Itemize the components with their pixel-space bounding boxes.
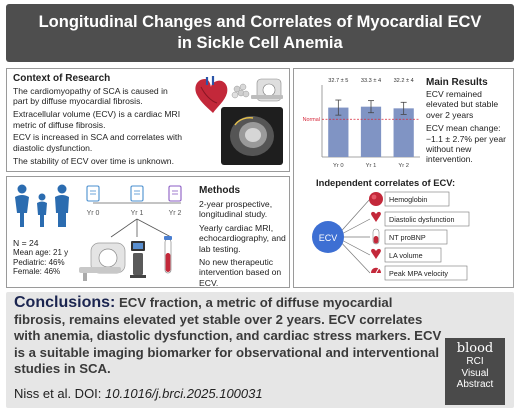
- la-volume-icon: [371, 248, 381, 259]
- citation: Niss et al. DOI: 10.1016/j.brci.2025.100…: [14, 386, 263, 401]
- data-label: 32.7 ± 5: [328, 78, 348, 84]
- echocardiography-machine-icon: [130, 241, 146, 278]
- mri-scanner-icon: [79, 242, 126, 281]
- conclusions-label: Conclusions:: [14, 294, 116, 311]
- correlate-box: [384, 229, 448, 245]
- results-list: ECV remained elevated but stable over 2 …: [426, 89, 512, 168]
- conclusions-text: ECV fraction, a metric of diffuse myocar…: [14, 295, 442, 377]
- data-label: 33.3 ± 4: [361, 78, 381, 84]
- brand-line: Abstract: [456, 379, 494, 390]
- conclusions-text-block: Conclusions: ECV fraction, a metric of d…: [14, 294, 444, 378]
- stat-female: Female: 46%: [13, 267, 61, 277]
- cohort-stats: N = 24 Mean age: 21 y Pediatric: 46% Fem…: [13, 238, 73, 277]
- correlates-diagram: ECV Hemoglobin Diastolic dysfunction NT …: [312, 191, 470, 281]
- timeline-label: Yr 2: [169, 210, 182, 217]
- stat-n: N = 24: [13, 238, 39, 248]
- correlate-label: Peak MPA velocity: [389, 269, 448, 278]
- hemoglobin-icon: [369, 192, 383, 206]
- study-timeline: Yr 0 Yr 1 Yr 2: [79, 185, 182, 281]
- ecv-node: [312, 221, 344, 253]
- heart-icon: [195, 76, 228, 113]
- correlate-label: Hemoglobin: [389, 195, 427, 204]
- brand-line: Visual: [461, 367, 489, 379]
- cell-cluster-icon: [231, 83, 250, 99]
- cardiac-mri-image: [221, 107, 283, 165]
- methods-panel: Methods 2-year prospective, longitudinal…: [6, 176, 290, 288]
- heart-imaging-illustration: [195, 76, 283, 165]
- context-item: ECV is increased in SCA and correlates w…: [13, 132, 183, 153]
- x-tick-label: Yr 1: [366, 163, 377, 169]
- x-tick-label: Yr 2: [398, 163, 409, 169]
- correlates-heading: Independent correlates of ECV:: [316, 177, 456, 188]
- context-heading: Context of Research: [13, 73, 111, 84]
- citation-doi: 10.1016/j.brci.2025.100031: [105, 386, 263, 401]
- lab-tube-icon: [164, 236, 172, 274]
- methods-heading: Methods: [199, 185, 241, 196]
- clipboard-icon: [86, 185, 100, 202]
- results-item: ECV mean change: −1.1 ± 2.7% per year wi…: [426, 123, 506, 165]
- data-label: 32.2 ± 4: [394, 78, 414, 84]
- chart-bar: [328, 107, 349, 157]
- correlate-label: NT proBNP: [389, 233, 426, 242]
- results-item: ECV remained elevated but stable over 2 …: [426, 89, 499, 120]
- timeline-label: Yr 0: [87, 210, 100, 217]
- results-heading: Main Results: [426, 77, 488, 88]
- correlate-box: [384, 247, 442, 263]
- conclusions-box: Conclusions: ECV fraction, a metric of d…: [6, 292, 514, 408]
- clipboard-icon: [130, 185, 144, 202]
- peak-mpa-velocity-icon: [371, 267, 381, 274]
- blood-rci-visual-abstract-logo: blood RCI Visual Abstract: [445, 338, 505, 405]
- methods-item: Yearly cardiac MRI, echocardiography, an…: [199, 222, 286, 254]
- chart-bar: [360, 106, 382, 157]
- chart-bar: [393, 108, 414, 157]
- stat-pediatric: Pediatric: 46%: [13, 257, 65, 267]
- timeline-label: Yr 1: [131, 210, 144, 217]
- title-banner: Longitudinal Changes and Correlates of M…: [6, 4, 514, 62]
- blood-logo-text: blood: [456, 341, 494, 356]
- stat-mean-age: Mean age: 21 y: [13, 248, 69, 258]
- results-panel: 32.7 ± 5 Yr 0 33.3 ± 4 Yr 1 32.2 ± 4 Yr 2 Norm…: [293, 68, 514, 288]
- ecv-bar-chart: 32.7 ± 5 Yr 0 33.3 ± 4 Yr 1 32.2 ± 4 Yr 2 Norm…: [303, 78, 420, 169]
- context-item: The cardiomyopathy of SCA is caused in p…: [13, 86, 168, 107]
- diastolic-dysfunction-icon: [371, 211, 381, 222]
- nt-probnp-icon: [372, 228, 380, 245]
- citation-text: Niss et al. DOI:: [14, 386, 106, 401]
- methods-item: 2-year prospective, longitudinal study.: [199, 199, 273, 220]
- correlate-label: Diastolic dysfunction: [389, 215, 455, 224]
- correlate-box: [384, 191, 450, 207]
- clipboard-icon: [168, 185, 182, 202]
- correlate-box: [384, 265, 468, 281]
- ecv-node-label: ECV: [319, 233, 338, 243]
- correlate-box: [384, 211, 470, 227]
- brand-line: RCI: [466, 356, 484, 367]
- title-line-1: Longitudinal Changes and Correlates of M…: [38, 13, 482, 31]
- context-item: Extracellular volume (ECV) is a cardiac …: [13, 109, 181, 130]
- methods-item: No new therapeutic intervention based on…: [199, 257, 282, 288]
- context-item: The stability of ECV over time is unknow…: [13, 155, 174, 166]
- patient-group-icon: [15, 184, 69, 227]
- context-list: The cardiomyopathy of SCA is caused in p…: [13, 86, 183, 168]
- title-line-2: in Sickle Cell Anemia: [177, 34, 343, 52]
- mri-scanner-icon: [251, 78, 283, 102]
- x-tick-label: Yr 0: [333, 163, 344, 169]
- context-panel: Context of Research The cardiomyopathy o…: [6, 68, 290, 172]
- methods-list: 2-year prospective, longitudinal study. …: [199, 199, 287, 291]
- reference-label: Normal: [303, 117, 320, 123]
- correlate-label: LA volume: [389, 251, 423, 260]
